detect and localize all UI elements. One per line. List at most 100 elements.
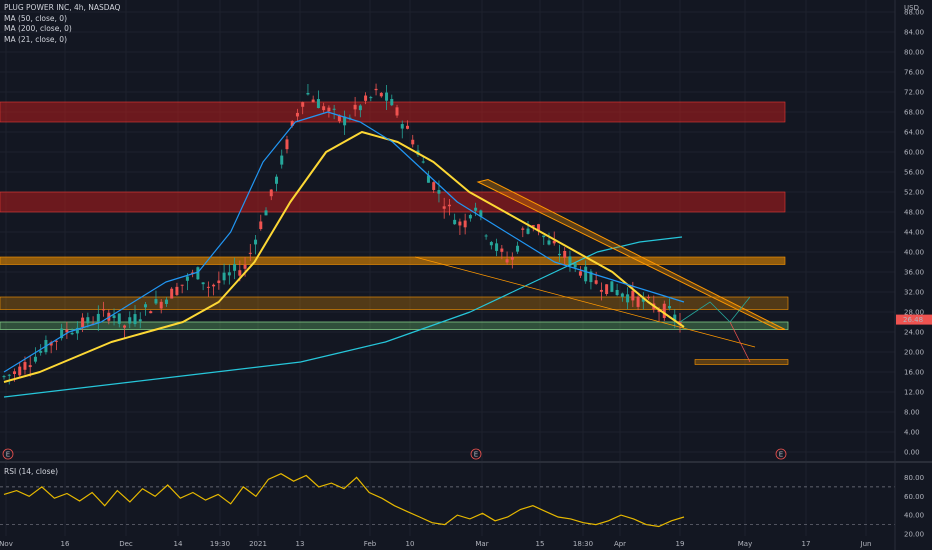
candle-body (65, 329, 69, 333)
price-tick-label: 48.00 (904, 209, 924, 217)
candle-body (248, 252, 252, 254)
candle-body (254, 239, 258, 245)
candle-body (437, 190, 441, 194)
candle-body (201, 282, 205, 285)
rsi-line (3, 473, 685, 528)
chart-legend: PLUG POWER INC, 4h, NASDAQ MA (50, close… (4, 3, 120, 45)
time-tick-label: 18:30 (573, 540, 593, 548)
currency-label: USD (904, 4, 919, 12)
time-tick-label: Apr (614, 540, 626, 548)
price-tick-label: 4.00 (904, 429, 920, 437)
rsi-tick-label: 40.00 (904, 512, 924, 520)
candle-body (400, 124, 404, 129)
candle-body (86, 317, 90, 324)
candle-body (49, 342, 53, 346)
symbol-title: PLUG POWER INC, 4h, NASDAQ (4, 3, 121, 12)
candle-body (369, 97, 373, 99)
candle-body (18, 366, 22, 376)
candle-body (673, 314, 677, 320)
price-tick-label: 12.00 (904, 389, 924, 397)
candle-body (421, 161, 425, 163)
candle-body (28, 365, 32, 368)
candle-body (395, 107, 399, 116)
candle-body (290, 121, 294, 126)
candle-body (81, 317, 85, 328)
candle-body (385, 92, 389, 101)
candle-body (138, 319, 142, 322)
candle-body (117, 313, 121, 324)
candle-body (274, 176, 278, 184)
candle-body (589, 271, 593, 283)
candle-body (657, 309, 661, 313)
rsi-tick-label: 20.00 (904, 531, 924, 539)
candle-body (636, 296, 640, 307)
candle-body (143, 304, 147, 308)
trendline-drawings (414, 178, 786, 363)
price-tick-label: 20.00 (904, 349, 924, 357)
support-zone (0, 321, 789, 330)
lower-trendline (414, 256, 756, 348)
price-tick-label: 84.00 (904, 29, 924, 37)
candle-body (2, 376, 6, 378)
candle-body (133, 314, 137, 325)
candle-body (662, 303, 666, 318)
candle-body (23, 362, 27, 370)
candle-body (610, 281, 614, 292)
rsi-tick-label: 80.00 (904, 474, 924, 482)
time-tick-label: 15 (536, 540, 545, 548)
candle-body (39, 350, 43, 353)
candle-body (411, 139, 415, 145)
earnings-marker-label: E (474, 451, 478, 459)
candle-body (96, 313, 100, 322)
price-zones (0, 101, 789, 365)
ma21-legend[interactable]: MA (21, close, 0) (4, 34, 68, 44)
price-tick-label: 56.00 (904, 169, 924, 177)
ma200-legend[interactable]: MA (200, close, 0) (4, 24, 72, 33)
candle-body (264, 210, 268, 216)
orange-zone (0, 256, 786, 265)
candle-body (374, 88, 378, 91)
candle-body (123, 325, 127, 328)
candle-body (379, 92, 383, 97)
time-tick-label: 19:30 (210, 540, 230, 548)
candle-body (521, 228, 525, 230)
candle-body (75, 327, 79, 334)
candle-body (594, 280, 598, 284)
candle-body (447, 204, 451, 207)
candle-body (605, 284, 609, 294)
candle-body (426, 175, 430, 183)
price-tick-label: 80.00 (904, 49, 924, 57)
rsi-legend: RSI (14, close) (4, 467, 58, 478)
candle-body (238, 270, 242, 276)
candlestick-series (2, 83, 682, 385)
candle-body (170, 288, 174, 299)
price-tick-label: 8.00 (904, 409, 920, 417)
candle-body (364, 95, 368, 101)
candle-body (233, 264, 237, 271)
candle-body (573, 263, 577, 268)
last-price-label: 26.48 (903, 316, 923, 324)
ma21-line (3, 111, 685, 373)
candle-body (510, 257, 514, 260)
time-tick-label: 19 (676, 540, 685, 548)
price-tick-label: 16.00 (904, 369, 924, 377)
candle-body (358, 105, 362, 111)
moving-averages (3, 111, 685, 398)
candle-body (159, 301, 163, 309)
ma50-legend[interactable]: MA (50, close, 0) (4, 13, 68, 23)
candle-body (620, 293, 624, 297)
candle-body (615, 289, 619, 296)
price-tick-label: 68.00 (904, 109, 924, 117)
candle-body (479, 210, 483, 217)
candle-body (516, 245, 520, 252)
price-tick-label: 0.00 (904, 449, 920, 457)
price-tick-label: 40.00 (904, 249, 924, 257)
candle-body (222, 272, 226, 281)
rsi-title[interactable]: RSI (14, close) (4, 467, 59, 476)
candle-body (60, 328, 64, 339)
candle-body (164, 299, 168, 304)
candle-body (185, 276, 189, 281)
price-tick-label: 24.00 (904, 329, 924, 337)
